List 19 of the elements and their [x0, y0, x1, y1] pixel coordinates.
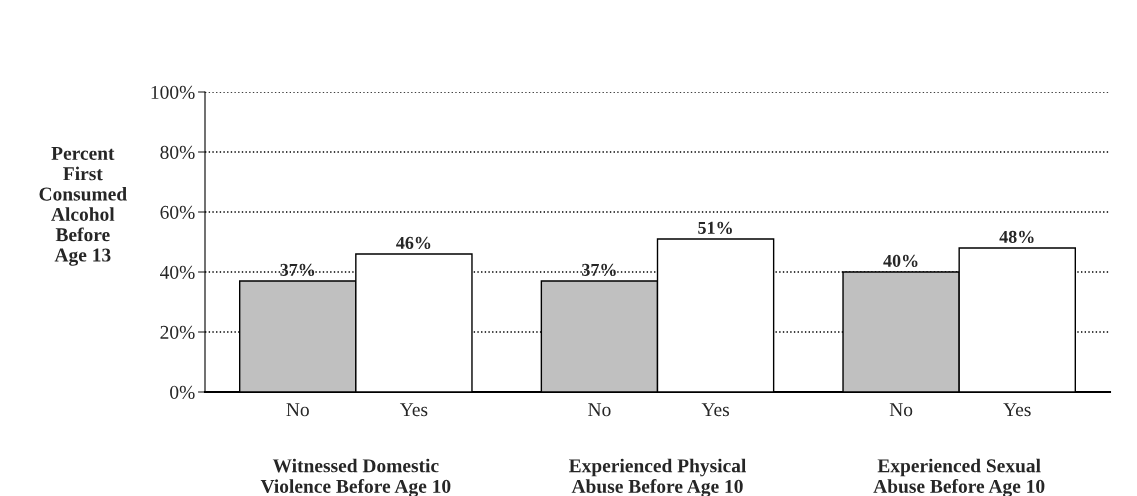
text: 51%: [698, 221, 732, 234]
y-tick-label: 0%: [170, 385, 195, 399]
series-label: No: [286, 403, 309, 417]
y-axis-title: Percent First Consumed Alcohol Before Age 13: [39, 147, 127, 266]
text: 37%: [280, 263, 315, 276]
text: 48%: [999, 230, 1034, 243]
text: No: [889, 403, 913, 417]
y-tick-label: 20%: [160, 325, 195, 339]
y-tick-label: 60%: [160, 205, 195, 219]
text: 37%: [582, 263, 616, 276]
y-tick-label: 80%: [160, 145, 195, 159]
text: Yes: [701, 403, 730, 417]
y-tick-label: 100%: [151, 85, 195, 99]
y-tick-label: 40%: [160, 265, 195, 279]
series-label: Yes: [399, 403, 428, 417]
text: No: [588, 403, 611, 417]
text: 46%: [396, 236, 431, 249]
text: 40%: [883, 254, 918, 267]
text: Yes: [1003, 403, 1031, 417]
